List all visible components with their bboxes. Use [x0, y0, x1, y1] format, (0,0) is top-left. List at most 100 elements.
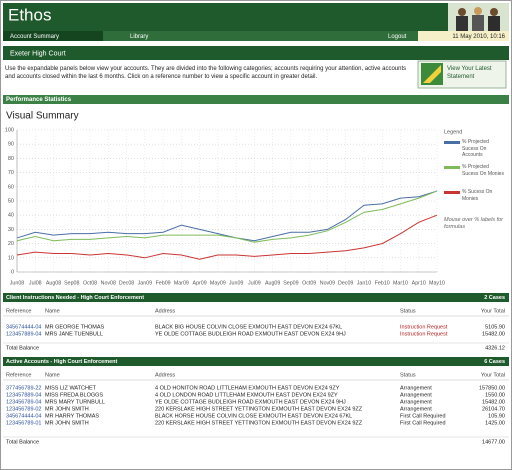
column-header: Reference [6, 308, 31, 314]
table-header-bar [3, 293, 509, 302]
table-count: 2 Cases [484, 295, 505, 301]
legend-swatch [444, 166, 460, 169]
chart-annotation: Mouse over % labels for formulas [444, 217, 503, 230]
x-tick-label: Apr09 [193, 280, 207, 286]
y-tick-label: 80 [8, 156, 14, 162]
amount: 157850.00 [479, 385, 505, 391]
name: MISS LIZ WATCHET [45, 385, 97, 391]
name: MR GEORGE THOMAS [45, 324, 105, 330]
column-header: Your Total [481, 308, 505, 314]
nav-tab-active[interactable] [3, 31, 103, 41]
y-tick-label: 0 [11, 269, 14, 275]
reference[interactable]: 345674444-04 [6, 413, 41, 419]
status: Arrangement [400, 392, 432, 398]
x-tick-label: Sep08 [64, 280, 79, 286]
x-tick-label: Jun08 [10, 280, 24, 286]
name: MR HARRY THOMAS [45, 413, 99, 419]
y-tick-label: 100 [5, 127, 14, 133]
nav-item[interactable]: Library [130, 34, 148, 40]
column-header: Address [155, 308, 175, 314]
x-tick-label: Jun09 [229, 280, 243, 286]
total-label: Total Balance [6, 439, 39, 445]
y-tick-label: 20 [8, 241, 14, 247]
series-line [16, 190, 438, 243]
column-header: Your Total [481, 372, 505, 378]
x-tick-label: Jul08 [29, 280, 42, 286]
x-tick-label: Dec08 [119, 280, 134, 286]
x-tick-label: Sep09 [283, 280, 298, 286]
x-tick-label: Aug08 [46, 280, 61, 286]
chart-title: Visual Summary [6, 111, 79, 122]
amount: 5105.90 [485, 324, 505, 330]
reference[interactable]: 377456789-22 [6, 385, 41, 391]
brand: Ethos [8, 5, 51, 24]
table-count: 6 Cases [484, 359, 505, 365]
address: BLACK BIG HOUSE COLVIN CLOSE EXMOUTH EAS… [155, 324, 342, 330]
y-tick-label: 40 [8, 213, 14, 219]
address: YE OLDE COTTAGE BUDLEIGH ROAD EXMOUTH EA… [155, 331, 346, 337]
y-tick-label: 30 [8, 227, 14, 233]
legend-swatch [444, 141, 460, 144]
address: 4 OLD HONITON ROAD LITTLEHAM EXMOUTH EAS… [155, 385, 340, 391]
people-icons [456, 7, 500, 31]
total-value: 14677.00 [482, 439, 505, 445]
name: MISS FREDA BLOGGS [45, 392, 103, 398]
amount: 1425.00 [485, 420, 505, 426]
legend-label: % Sucess On Monies [462, 189, 493, 202]
x-tick-label: Aug09 [265, 280, 280, 286]
reference[interactable]: 123457889-04 [6, 392, 41, 398]
nav-bar [3, 31, 509, 41]
y-tick-label: 50 [8, 198, 14, 204]
nav-item[interactable]: Account Summary [10, 34, 59, 40]
reference[interactable]: 123457889-04 [6, 331, 41, 337]
address: 220 KERSLAKE HIGH STREET YETTINGTON EXMO… [155, 420, 363, 426]
x-tick-label: May10 [429, 280, 445, 286]
x-tick-label: Mar10 [393, 280, 408, 286]
statement-label[interactable]: View Your Latest Statement [447, 66, 492, 80]
amount: 26104.70 [482, 406, 505, 412]
status: Instruction Request [400, 324, 448, 330]
court-bar [3, 46, 509, 60]
y-tick-label: 10 [8, 255, 14, 261]
name: MR JOHN SMITH [45, 406, 89, 412]
reference[interactable]: 345674444-04 [6, 324, 41, 330]
x-tick-label: Jan10 [357, 280, 371, 286]
total-value: 4326.12 [485, 345, 505, 351]
series-line [16, 190, 438, 242]
status: Arrangement [400, 399, 432, 405]
nav-item[interactable]: Logout [388, 34, 407, 40]
reference[interactable]: 123456789-01 [6, 420, 41, 426]
statement-icon-stripe [423, 65, 441, 83]
column-header: Name [45, 308, 60, 314]
column-header: Address [155, 372, 175, 378]
column-header: Status [400, 308, 416, 314]
section-title: Performance Statistics [6, 97, 72, 103]
x-tick-label: Mar09 [174, 280, 189, 286]
column-header: Reference [6, 372, 31, 378]
legend-title: Legend [444, 129, 462, 135]
y-tick-label: 90 [8, 142, 14, 148]
amount: 1550.00 [485, 392, 505, 398]
legend-label: % Projected Sucess On Monies [462, 164, 504, 177]
x-tick-label: Dec09 [338, 280, 353, 286]
legend-label: % Projected Sucess On Accounts [462, 139, 489, 158]
x-tick-label: Oct08 [83, 280, 97, 286]
reference[interactable]: 123456789-04 [6, 399, 41, 405]
status: First Call Required [400, 413, 446, 419]
y-tick-label: 60 [8, 184, 14, 190]
table-header-bar [3, 357, 509, 366]
x-tick-label: Jul09 [248, 280, 261, 286]
legend-swatch [444, 191, 460, 194]
name: MRS JANE TUENBULL [45, 331, 103, 337]
reference[interactable]: 123456789-02 [6, 406, 41, 412]
status: Arrangement [400, 385, 432, 391]
name: MRS MARY TURNBULL [45, 399, 105, 405]
y-tick-label: 70 [8, 170, 14, 176]
table-title: Client Instructions Needed - High Court … [6, 295, 144, 301]
total-label: Total Balance [6, 345, 39, 351]
amount: 105.90 [488, 413, 505, 419]
x-tick-label: Feb10 [375, 280, 390, 286]
series-line [16, 214, 438, 260]
column-header: Name [45, 372, 60, 378]
